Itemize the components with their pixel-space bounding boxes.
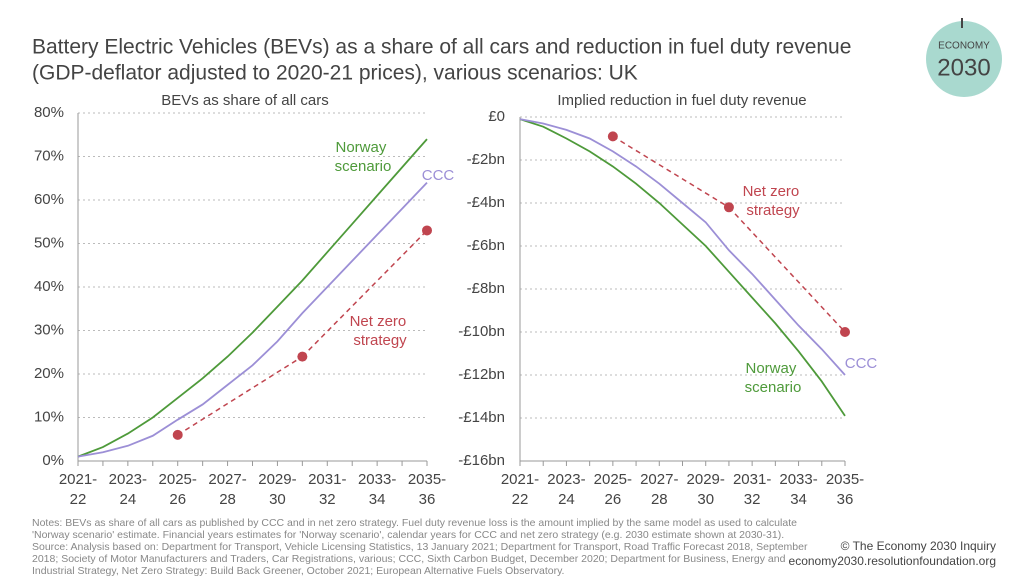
y-tick-label: £0: [488, 108, 505, 125]
dashed-segment: [177, 355, 303, 436]
note-line: 2018; Society of Motor Manufacturers and…: [32, 553, 786, 565]
x-tick-label: 2021-22: [501, 471, 539, 508]
x-tick-label: 2031-32: [308, 471, 346, 508]
y-tick-label: -£2bn: [467, 151, 505, 168]
title-line: Battery Electric Vehicles (BEVs) as a sh…: [32, 36, 851, 59]
series-label: Norway scenario: [335, 139, 392, 175]
x-tick-label: 2021-22: [59, 471, 97, 508]
y-tick-label: 80%: [34, 104, 64, 121]
y-tick-label: 30%: [34, 321, 64, 338]
x-tick-label: 2033-34: [779, 471, 817, 508]
y-tick-label: 70%: [34, 147, 64, 164]
y-tick-label: -£8bn: [467, 280, 505, 297]
note-line: Industrial Strategy, Net Zero Strategy: …: [32, 565, 564, 576]
logo-number: 2030: [937, 54, 990, 81]
series-line: [77, 138, 428, 458]
x-tick-label: 2027-28: [208, 471, 246, 508]
y-tick-label: 50%: [34, 234, 64, 251]
series-line: [519, 118, 846, 376]
y-tick-label: -£4bn: [467, 194, 505, 211]
series-label: Norway scenario: [745, 360, 802, 396]
y-tick-label: 20%: [34, 365, 64, 382]
x-tick-label: 2027-28: [640, 471, 678, 508]
x-tick-label: 2035-36: [826, 471, 864, 508]
series-label: CCC: [845, 355, 878, 372]
x-tick-label: 2023-24: [109, 471, 147, 508]
point: [172, 429, 183, 440]
point: [723, 202, 734, 213]
y-tick-label: -£10bn: [458, 323, 505, 340]
logo-text: ECONOMY: [938, 41, 990, 52]
x-tick-label: 2025-26: [594, 471, 632, 508]
logo-circle: [926, 21, 1002, 97]
title-line: (GDP-deflator adjusted to 2020-21 prices…: [32, 62, 638, 85]
credit-url: economy2030.resolutionfoundation.org: [789, 554, 996, 568]
series-label: CCC: [422, 167, 455, 184]
y-tick-label: 0%: [42, 452, 64, 469]
point: [297, 351, 308, 362]
y-tick-label: 10%: [34, 408, 64, 425]
series-label: Net zero strategy: [743, 183, 804, 219]
point: [840, 327, 850, 337]
x-tick-label: 2035-36: [408, 471, 446, 508]
y-tick-label: 40%: [34, 278, 64, 295]
dashed-segment: [728, 206, 846, 333]
y-tick-label: -£12bn: [458, 366, 505, 383]
point: [422, 225, 432, 236]
note-line: 'Norway scenario' estimate. Financial ye…: [32, 529, 784, 541]
dashed-segment: [301, 229, 428, 358]
series-label: Net zero strategy: [350, 313, 411, 349]
credit: © The Economy 2030 Inquiry: [841, 539, 996, 553]
panel-title: Implied reduction in fuel duty revenue: [557, 92, 806, 109]
y-tick-label: -£14bn: [458, 409, 505, 426]
y-tick-label: -£6bn: [467, 237, 505, 254]
x-tick-label: 2031-32: [733, 471, 771, 508]
note-line: Notes: BEVs as share of all cars as publ…: [32, 517, 797, 529]
series-line: [77, 181, 428, 458]
y-tick-label: -£16bn: [458, 452, 505, 469]
x-tick-label: 2025-26: [159, 471, 197, 508]
series-line: [519, 118, 846, 417]
note-line: Source: Analysis based on: Department fo…: [32, 541, 808, 553]
x-tick-label: 2033-34: [358, 471, 396, 508]
x-tick-label: 2029-30: [258, 471, 296, 508]
point: [607, 131, 618, 142]
panel-title: BEVs as share of all cars: [161, 92, 329, 109]
x-tick-label: 2023-24: [547, 471, 585, 508]
y-tick-label: 60%: [34, 191, 64, 208]
dashed-segment: [612, 135, 730, 208]
x-tick-label: 2029-30: [687, 471, 725, 508]
